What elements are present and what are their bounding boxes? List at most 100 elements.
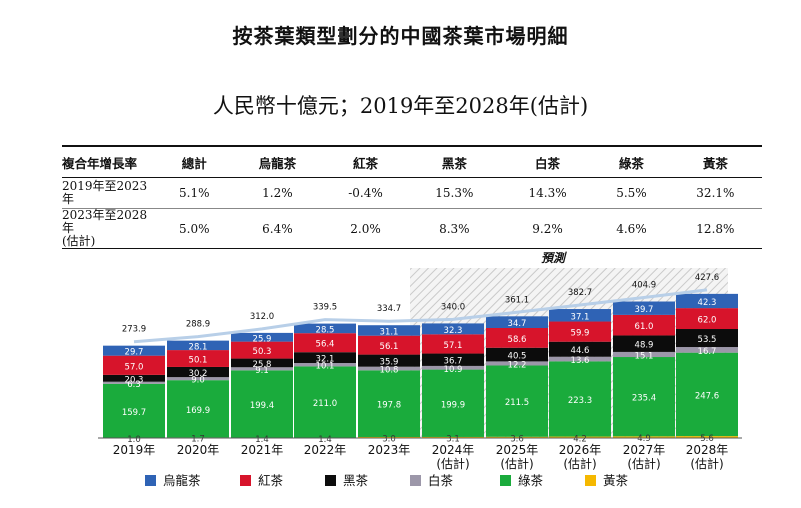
x-tick-label: (估計) xyxy=(627,456,660,471)
x-tick-label: (估計) xyxy=(436,456,469,471)
data-label: 1.4 xyxy=(318,435,332,445)
data-label: 3.0 xyxy=(382,435,396,445)
bar-segment xyxy=(103,374,165,382)
x-tick-label: 2027年 xyxy=(623,443,666,457)
bar-segment xyxy=(103,383,165,438)
bar-segment xyxy=(422,365,484,370)
data-label: 42.3 xyxy=(698,298,717,308)
data-label: 35.9 xyxy=(380,358,399,368)
data-label: 1.0 xyxy=(127,435,141,445)
cagr-table: 複合年增長率 總計 烏龍茶 紅茶 黑茶 白茶 綠茶 黃茶 2019年至2023年… xyxy=(62,145,762,249)
x-tick-label: 2024年 xyxy=(432,443,475,457)
bar-segment xyxy=(613,301,675,315)
cagr-row-label: 2019年至2023年 xyxy=(62,177,157,209)
bar-segment xyxy=(294,333,356,353)
data-label: 235.4 xyxy=(632,394,656,404)
total-label: 427.6 xyxy=(695,273,719,283)
bar-segment xyxy=(613,357,675,437)
bar-segment xyxy=(613,351,675,358)
data-label: 37.1 xyxy=(571,312,590,322)
cagr-cell: 15.3% xyxy=(407,177,501,209)
legend-label: 白茶 xyxy=(428,473,454,488)
data-label: 10.1 xyxy=(316,362,335,372)
bar-segment xyxy=(231,370,293,438)
data-label: 10.9 xyxy=(444,365,463,375)
legend-label: 黑茶 xyxy=(343,473,369,488)
total-label: 361.1 xyxy=(505,295,529,305)
data-label: 3.1 xyxy=(446,435,460,445)
data-label: 4.2 xyxy=(573,434,587,444)
cagr-cell: 32.1% xyxy=(668,177,762,209)
data-label: 39.7 xyxy=(635,305,654,315)
cagr-cell: 5.1% xyxy=(157,177,232,209)
bar-segment xyxy=(422,323,484,335)
cagr-cell: 6.4% xyxy=(231,208,324,249)
data-label: 44.6 xyxy=(571,346,590,356)
data-label: 34.7 xyxy=(508,319,527,329)
bar-segment xyxy=(613,436,675,438)
bar-segment xyxy=(167,340,229,351)
legend-swatch xyxy=(145,475,156,486)
x-tick-label: (估計) xyxy=(500,456,533,471)
cagr-cell: 9.2% xyxy=(500,208,595,249)
data-label: 57.0 xyxy=(125,362,144,372)
bar-segment xyxy=(676,436,738,438)
data-label: 36.7 xyxy=(444,357,463,367)
bar-segment xyxy=(549,356,611,362)
x-tick-label: 2028年 xyxy=(686,443,729,457)
cagr-cell: 14.3% xyxy=(500,177,595,209)
bar-segment xyxy=(103,381,165,384)
legend-label: 綠茶 xyxy=(518,473,544,488)
bar-segment xyxy=(549,309,611,322)
cagr-header-label: 複合年增長率 xyxy=(62,145,157,178)
bar-segment xyxy=(294,352,356,364)
bar-segment xyxy=(549,361,611,437)
cagr-row: 2023年至2028年 (估計) 5.0% 6.4% 2.0% 8.3% 9.2… xyxy=(62,208,762,249)
legend-swatch xyxy=(500,475,511,486)
bar-segment xyxy=(167,380,229,438)
chart-title: 按茶葉類型劃分的中國茶葉市場明細 xyxy=(232,24,569,48)
x-tick-label: (估計) xyxy=(690,456,723,471)
bar-segment xyxy=(294,366,356,438)
cagr-row: 2019年至2023年 5.1% 1.2% -0.4% 15.3% 14.3% … xyxy=(62,177,762,209)
data-label: 199.9 xyxy=(441,400,465,410)
data-label: 159.7 xyxy=(122,408,146,418)
cagr-cell: -0.4% xyxy=(323,177,408,209)
total-label: 288.9 xyxy=(186,320,210,330)
bar-segment xyxy=(231,341,293,359)
x-tick-label: 2025年 xyxy=(496,443,539,457)
bar-segment xyxy=(549,341,611,357)
total-label: 404.9 xyxy=(632,281,656,291)
cagr-cell: 12.8% xyxy=(668,208,762,249)
bar-segment xyxy=(613,335,675,352)
bar-segment xyxy=(294,323,356,334)
total-label: 340.0 xyxy=(441,302,465,312)
cagr-cell: 5.5% xyxy=(594,177,669,209)
bar-segment xyxy=(358,366,420,371)
data-label: 58.6 xyxy=(508,335,527,345)
cagr-cell: 8.3% xyxy=(407,208,501,249)
data-label: 62.0 xyxy=(698,316,717,326)
data-label: 6.3 xyxy=(127,380,141,390)
data-label: 9.1 xyxy=(255,366,269,376)
bar-segment xyxy=(103,355,165,375)
data-label: 4.9 xyxy=(637,434,651,444)
bar-segment xyxy=(422,369,484,437)
x-tick-label: 2019年 xyxy=(113,443,156,457)
bar-segment xyxy=(358,335,420,355)
cagr-cell: 2.0% xyxy=(323,208,408,249)
bar-segment xyxy=(358,354,420,367)
data-label: 197.8 xyxy=(377,401,401,411)
cagr-row-label: 2023年至2028年 (估計) xyxy=(62,208,157,249)
cagr-cell: 1.2% xyxy=(231,177,324,209)
legend-label: 黃茶 xyxy=(603,473,629,488)
data-label: 15.1 xyxy=(635,352,654,362)
bar-segment xyxy=(422,436,484,438)
bar-segment xyxy=(358,370,420,437)
bar-segment xyxy=(167,377,229,381)
legend-swatch xyxy=(240,475,251,486)
data-label: 48.9 xyxy=(635,341,654,351)
bar-segment xyxy=(486,316,548,328)
cagr-header-dark: 黑茶 xyxy=(407,145,501,178)
data-label: 199.4 xyxy=(250,401,274,411)
